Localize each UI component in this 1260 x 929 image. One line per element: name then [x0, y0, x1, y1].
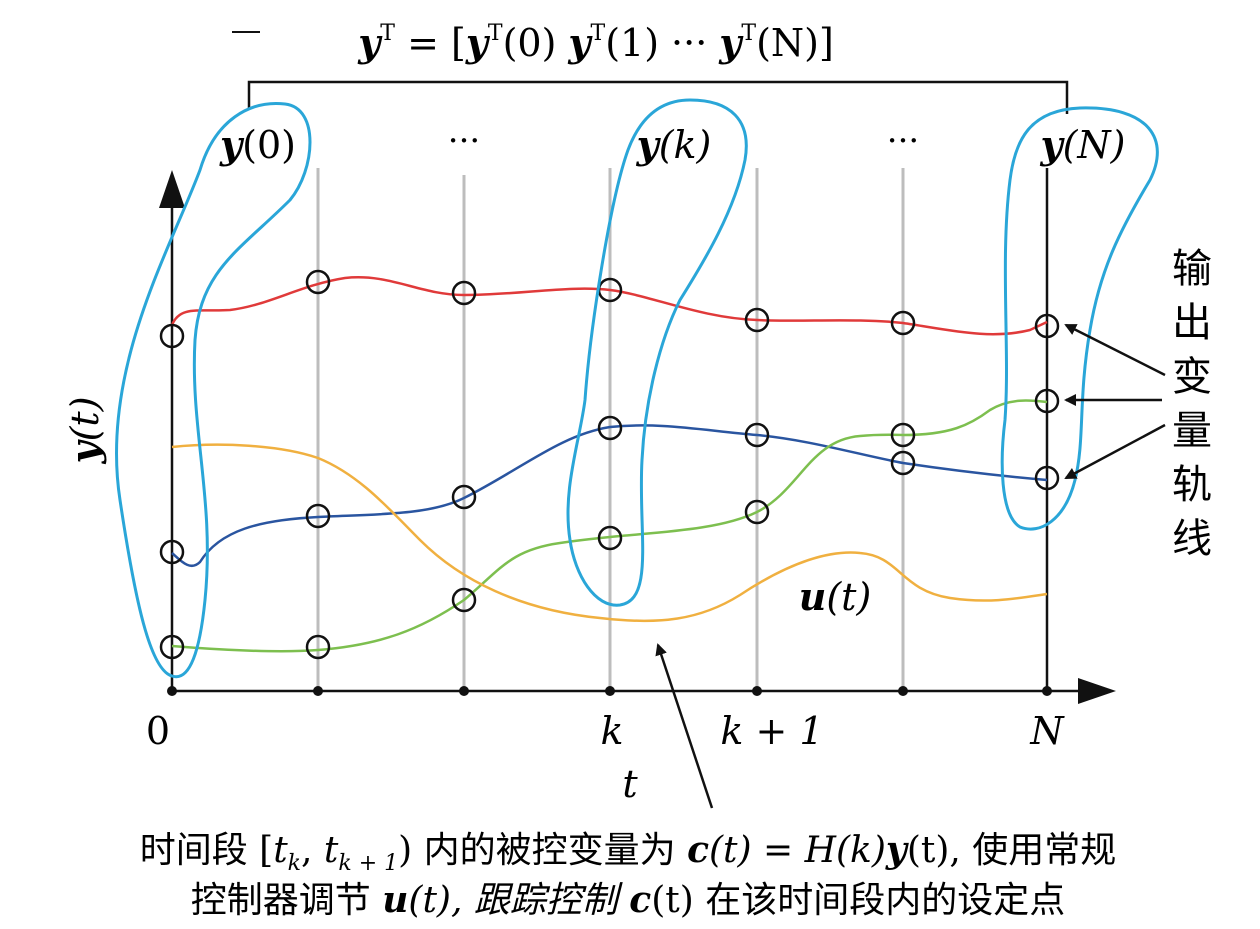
- y-axis-label: y(t): [62, 396, 107, 464]
- sample-point: [159, 539, 185, 565]
- header-formula: yT = [yT(0) yT(1) ··· yT(N)]: [357, 20, 834, 65]
- header-item-2-dots: ···: [671, 21, 707, 65]
- x-axis-arrow-icon: [1078, 678, 1116, 704]
- label-y0: y(0): [219, 122, 296, 167]
- header-item-3-sup: T: [741, 21, 756, 46]
- group-outline-yN: [1000, 106, 1159, 531]
- arrow-to-red: [1064, 323, 1166, 377]
- header-item-0-sym: y: [465, 20, 491, 65]
- arrow-to-blue: [1064, 423, 1166, 480]
- header-item-1-sym: y: [567, 20, 593, 65]
- output-curve-blue: [171, 424, 1048, 568]
- caption-line-1: 时间段 [tk, tk + 1) 内的被控变量为 c(t) = H(k)y(t)…: [140, 829, 1117, 876]
- header-item-0-sup: T: [488, 21, 503, 46]
- tick-dot-0: [167, 686, 177, 696]
- arrow-to-u: [655, 643, 714, 809]
- tick-dot-N: [1042, 686, 1052, 696]
- sample-point: [451, 484, 477, 510]
- sample-point: [159, 634, 185, 660]
- sample-point: [744, 499, 770, 525]
- output-curve-green: [171, 399, 1048, 653]
- tick-dot-k1: [752, 686, 762, 696]
- y-axis-arrow-icon: [159, 170, 185, 208]
- header-item-1-arg: (1): [605, 21, 659, 65]
- svg-text:输: 输: [1172, 246, 1212, 292]
- sample-point: [890, 450, 916, 476]
- sample-points: [159, 269, 1060, 660]
- sample-point: [744, 422, 770, 448]
- sample-point: [744, 307, 770, 333]
- sample-point: [159, 323, 185, 349]
- header-vector-sup: T: [380, 21, 395, 46]
- svg-text:出: 出: [1172, 300, 1212, 346]
- input-curve-u: [171, 443, 1048, 623]
- header-item-0-arg: (0): [503, 21, 557, 65]
- label-yk: y(k): [636, 122, 712, 167]
- tick-dot-k: [605, 686, 615, 696]
- header-vector-lhs: y: [357, 20, 383, 65]
- header-bracket: [247, 80, 1069, 114]
- svg-text:线: 线: [1172, 516, 1212, 562]
- caption-line-2: 控制器调节 u(t), 跟踪控制 c(t) 在该时间段内的设定点: [191, 879, 1065, 921]
- tick-label-0: 0: [146, 709, 170, 753]
- svg-text:量: 量: [1172, 408, 1212, 454]
- u-curve-label: u(t): [799, 574, 872, 619]
- svg-text:变: 变: [1172, 354, 1212, 400]
- label-yN: y(N): [1040, 122, 1126, 167]
- sample-point: [1034, 465, 1060, 491]
- svg-text:轨: 轨: [1172, 462, 1212, 508]
- header-item-1-sup: T: [591, 21, 606, 46]
- tick-label-k1: k + 1: [720, 709, 823, 753]
- tick-dot-5: [898, 686, 908, 696]
- sample-point: [451, 280, 477, 306]
- tick-label-k: k: [600, 709, 623, 753]
- group-outline-yk: [566, 98, 748, 607]
- header-item-3-arg: (N): [756, 21, 819, 65]
- tick-dot-1: [313, 686, 323, 696]
- tick-dot-2: [459, 686, 469, 696]
- output-curve-red: [170, 276, 1048, 336]
- sample-point: [451, 587, 477, 613]
- tick-label-N: N: [1029, 709, 1065, 753]
- side-label: 输 出 变 量 轨 线: [1172, 246, 1212, 562]
- x-axis-label: t: [622, 762, 638, 806]
- sample-point: [597, 525, 623, 551]
- sample-point: [1034, 388, 1060, 414]
- sample-point: [890, 422, 916, 448]
- label-dots-2: ···: [887, 121, 919, 161]
- header-item-3-sym: y: [718, 20, 744, 65]
- group-outline-y0: [115, 102, 312, 679]
- sample-point: [305, 634, 331, 660]
- header-equals: = [: [395, 21, 466, 65]
- sample-point: [1034, 313, 1060, 339]
- sample-point: [305, 503, 331, 529]
- sample-point: [597, 415, 623, 441]
- sample-point: [305, 269, 331, 295]
- header-close: ]: [819, 21, 834, 65]
- label-dots-1: ···: [448, 121, 480, 161]
- sample-point: [890, 310, 916, 336]
